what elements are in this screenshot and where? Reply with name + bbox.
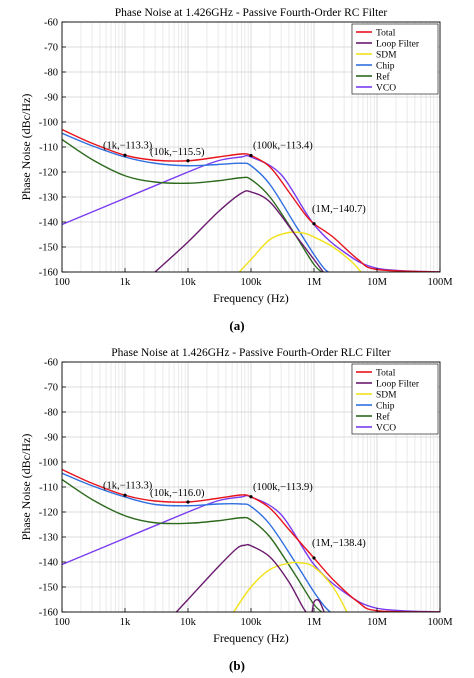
legend-label: Chip <box>376 402 395 412</box>
y-tick-label: -130 <box>39 533 58 544</box>
annotation-marker <box>312 222 316 226</box>
series-line-loop-filter <box>154 190 325 272</box>
annotation-marker <box>186 500 190 504</box>
chart-title: Phase Noise at 1.426GHz - Passive Fourth… <box>115 7 388 19</box>
annotation-marker <box>123 153 127 157</box>
y-tick-label: -90 <box>44 93 58 104</box>
annotation-marker <box>249 495 253 499</box>
chart-panel-a: 100 1k 10k 100k 1M 10M 100M -160 -150 -140 -130 -12… <box>19 7 453 305</box>
series-group <box>62 128 440 272</box>
y-tick-label: -100 <box>39 458 58 469</box>
x-tick-label: 10k <box>180 617 197 628</box>
annotation-marker <box>186 159 190 163</box>
legend-label: Loop Filter <box>376 40 420 50</box>
x-tick-label: 1M <box>307 277 322 288</box>
annotation-label: (10k,−116.0) <box>150 488 205 499</box>
y-tick-label: -80 <box>44 408 58 419</box>
legend-label: Loop Filter <box>376 380 420 390</box>
x-axis-label: Frequency (Hz) <box>213 631 289 645</box>
y-tick-label: -110 <box>39 483 58 494</box>
legend-box <box>351 363 439 435</box>
y-tick-label: -70 <box>44 43 58 54</box>
series-line-sdm <box>232 561 348 612</box>
annotation-label: (10k,−115.5) <box>150 147 205 158</box>
series-line-loop-filter <box>175 543 325 612</box>
legend-label: Ref <box>376 72 391 83</box>
caption-a: (a) <box>0 318 474 334</box>
annotation-label: (1k,−113.3) <box>103 140 153 151</box>
series-line-chip <box>62 472 332 612</box>
y-axis-label: Phase Noise (dBc/Hz) <box>19 434 33 541</box>
x-tick-label: 1k <box>120 617 131 628</box>
legend-label: SDM <box>376 391 397 401</box>
y-tick-label: -60 <box>44 358 58 369</box>
series-line-total <box>62 128 440 272</box>
x-tick-label: 100 <box>54 277 70 288</box>
caption-a-label: (a) <box>229 318 245 333</box>
y-tick-label: -60 <box>44 18 58 29</box>
annotation-label: (1M,−138.4) <box>312 538 366 549</box>
series-line-ref <box>62 478 323 612</box>
annotation-marker <box>123 493 127 497</box>
x-tick-label: 1M <box>307 617 322 628</box>
x-tick-label: 10M <box>367 617 388 628</box>
x-tick-label: 1k <box>120 277 131 288</box>
legend-label: Chip <box>376 62 395 72</box>
series-line-chip <box>62 132 330 272</box>
x-tick-label: 100k <box>241 617 263 628</box>
legend-box <box>351 23 439 95</box>
x-tick-label: 100M <box>427 277 453 288</box>
y-tick-label: -160 <box>39 268 58 279</box>
y-tick-label: -150 <box>39 243 58 254</box>
y-tick-label: -140 <box>39 218 58 229</box>
y-tick-label: -120 <box>39 168 58 179</box>
caption-b-label: (b) <box>229 658 245 673</box>
annotation-label: (1M,−140.7) <box>312 204 366 215</box>
annotation-label: (100k,−113.9) <box>253 482 313 493</box>
annotation-marker <box>249 153 253 158</box>
x-tick-label: 100M <box>427 617 453 628</box>
annotation-label: (1k,−113.3) <box>103 480 153 491</box>
y-tick-label: -100 <box>39 118 58 129</box>
x-tick-label: 100 <box>54 617 70 628</box>
x-axis-label: Frequency (Hz) <box>213 291 289 305</box>
y-axis-label: Phase Noise (dBc/Hz) <box>19 94 33 201</box>
y-tick-label: -120 <box>39 508 58 519</box>
legend-label: Total <box>376 29 396 39</box>
series-line-total <box>62 468 440 612</box>
y-tick-label: -150 <box>39 583 58 594</box>
y-tick-label: -110 <box>39 143 58 154</box>
y-tick-label: -90 <box>44 433 58 444</box>
legend-label: Ref <box>376 412 391 423</box>
caption-b: (b) <box>0 658 474 674</box>
legend-label: VCO <box>376 424 396 434</box>
x-tick-label: 10M <box>367 277 388 288</box>
grid <box>61 21 440 273</box>
legend-label: Total <box>376 369 396 379</box>
x-tick-label: 100k <box>241 277 263 288</box>
chart-title: Phase Noise at 1.426GHz - Passive Fourth… <box>111 347 391 359</box>
y-tick-label: -130 <box>39 193 58 204</box>
x-tick-label: 10k <box>180 277 197 288</box>
y-tick-label: -160 <box>39 608 58 619</box>
chart-panel-b: 100 1k 10k 100k 1M 10M 100M -160 -150 -140 -130 -12… <box>19 347 453 645</box>
y-tick-label: -80 <box>44 68 58 79</box>
legend-label: VCO <box>376 84 396 94</box>
annotation-marker <box>312 556 316 560</box>
series-line-sdm <box>238 231 362 272</box>
annotation-label: (100k,−113.4) <box>253 141 313 152</box>
legend-label: SDM <box>376 51 397 61</box>
y-tick-label: -140 <box>39 558 58 569</box>
y-tick-label: -70 <box>44 383 58 394</box>
